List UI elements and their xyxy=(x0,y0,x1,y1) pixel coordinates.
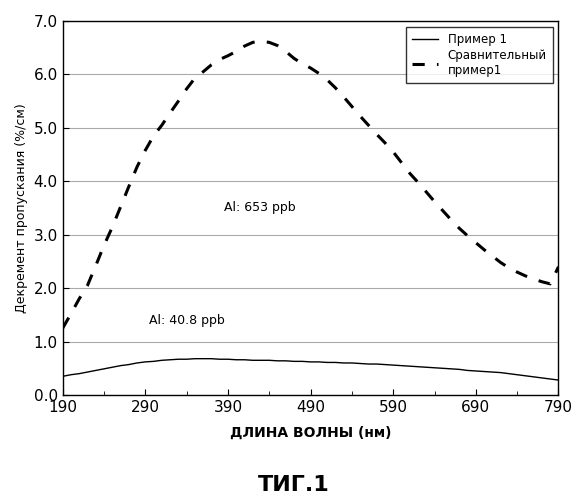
Legend: Пример 1, Сравнительный
пример1: Пример 1, Сравнительный пример1 xyxy=(406,27,553,83)
Text: Al: 653 ppb: Al: 653 ppb xyxy=(224,200,295,213)
X-axis label: ДЛИНА ВОЛНЫ (нм): ДЛИНА ВОЛНЫ (нм) xyxy=(230,426,392,440)
Text: Al: 40.8 ppb: Al: 40.8 ppb xyxy=(149,314,225,328)
Text: ΤИГ.1: ΤИГ.1 xyxy=(258,475,330,495)
Y-axis label: Декремент пропускания (%/см): Декремент пропускания (%/см) xyxy=(15,103,28,313)
